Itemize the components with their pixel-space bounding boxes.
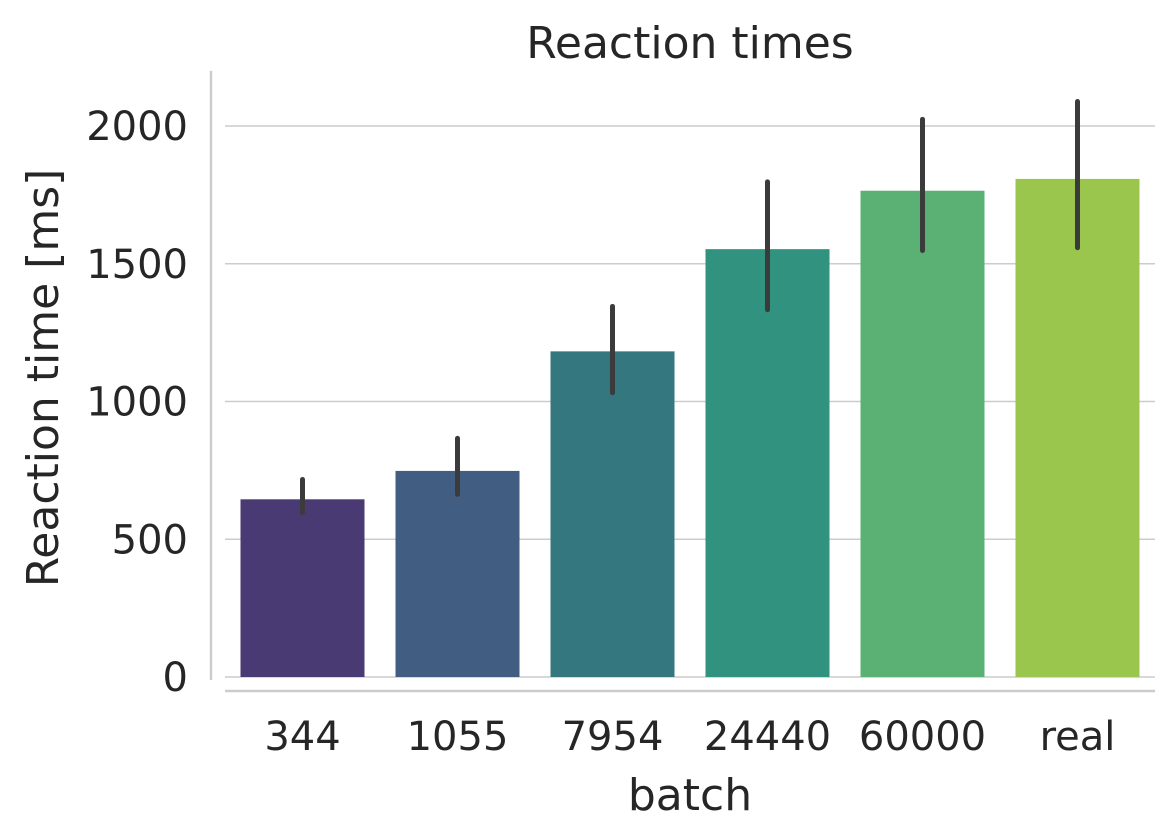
x-tick-label-1055: 1055 — [407, 714, 509, 760]
bar-344 — [240, 499, 365, 677]
y-tick-labels: 0 500 1000 1500 2000 — [86, 104, 188, 701]
x-tick-label-24440: 24440 — [704, 714, 831, 760]
gridlines — [225, 125, 1155, 678]
x-axis-label: batch — [628, 770, 752, 821]
bar-1055 — [395, 470, 520, 677]
x-tick-label-60000: 60000 — [859, 714, 986, 760]
y-tick-label-2000: 2000 — [86, 104, 188, 150]
bar-24440 — [705, 249, 830, 677]
x-tick-label-real: real — [1040, 714, 1116, 760]
x-tick-label-7954: 7954 — [562, 714, 664, 760]
x-tick-label-344: 344 — [264, 714, 340, 760]
y-tick-label-0: 0 — [163, 655, 188, 701]
y-tick-label-500: 500 — [112, 517, 188, 563]
y-tick-label-1500: 1500 — [86, 242, 188, 288]
bar-60000 — [860, 190, 985, 677]
chart-title: Reaction times — [526, 18, 853, 69]
error-bars — [300, 98, 1080, 515]
x-tick-labels: 344 1055 7954 24440 60000 real — [264, 714, 1115, 760]
y-tick-label-1000: 1000 — [86, 380, 188, 426]
bar-real — [1015, 178, 1140, 677]
y-axis-label: Reaction time [ms] — [18, 169, 69, 588]
bars — [240, 178, 1140, 677]
bar-7954 — [550, 351, 675, 677]
